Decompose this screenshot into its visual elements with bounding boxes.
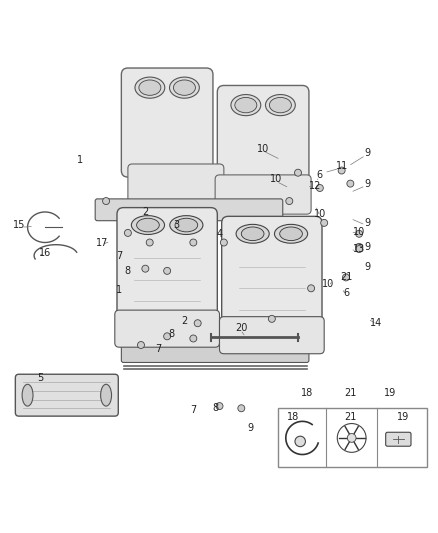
- Text: 11: 11: [335, 161, 347, 171]
- Ellipse shape: [131, 216, 164, 235]
- Bar: [278, 408, 426, 467]
- Ellipse shape: [138, 80, 160, 95]
- FancyBboxPatch shape: [95, 199, 282, 221]
- Ellipse shape: [134, 77, 164, 98]
- Circle shape: [102, 198, 110, 205]
- Text: 15: 15: [13, 220, 25, 230]
- Text: 10: 10: [352, 227, 364, 237]
- Ellipse shape: [274, 224, 307, 243]
- Text: 2: 2: [181, 316, 187, 326]
- Circle shape: [355, 246, 362, 253]
- FancyBboxPatch shape: [121, 68, 212, 177]
- Text: 6: 6: [316, 170, 322, 180]
- Text: 1: 1: [116, 286, 122, 295]
- Circle shape: [141, 265, 148, 272]
- FancyBboxPatch shape: [385, 432, 410, 446]
- FancyBboxPatch shape: [221, 216, 321, 334]
- Circle shape: [342, 274, 349, 281]
- Circle shape: [268, 316, 275, 322]
- Circle shape: [137, 342, 144, 349]
- Circle shape: [124, 229, 131, 237]
- Text: 2: 2: [142, 207, 148, 217]
- Text: 9: 9: [247, 423, 253, 433]
- Text: 16: 16: [39, 248, 51, 259]
- Ellipse shape: [22, 384, 33, 406]
- Circle shape: [194, 320, 201, 327]
- Ellipse shape: [169, 77, 199, 98]
- Text: 10: 10: [313, 209, 325, 219]
- Text: 8: 8: [124, 266, 131, 276]
- Circle shape: [215, 402, 223, 409]
- Circle shape: [163, 333, 170, 340]
- Ellipse shape: [279, 227, 302, 240]
- Text: 18: 18: [286, 412, 298, 422]
- Text: 9: 9: [364, 179, 370, 189]
- Text: 12: 12: [309, 181, 321, 191]
- Text: 4: 4: [216, 229, 222, 239]
- Circle shape: [285, 198, 292, 205]
- Text: 10: 10: [256, 144, 268, 154]
- Circle shape: [346, 180, 353, 187]
- Text: 9: 9: [364, 148, 370, 158]
- FancyBboxPatch shape: [219, 317, 323, 354]
- Text: 20: 20: [235, 322, 247, 333]
- Circle shape: [220, 239, 227, 246]
- Text: 8: 8: [212, 403, 218, 413]
- Ellipse shape: [241, 227, 263, 240]
- Text: 13: 13: [352, 244, 364, 254]
- Circle shape: [294, 169, 301, 176]
- Text: 21: 21: [343, 388, 356, 398]
- Circle shape: [146, 239, 153, 246]
- Text: 21: 21: [339, 272, 351, 282]
- Text: 9: 9: [364, 262, 370, 271]
- FancyBboxPatch shape: [117, 208, 217, 325]
- Circle shape: [294, 436, 305, 447]
- FancyBboxPatch shape: [115, 310, 219, 347]
- Text: 21: 21: [343, 412, 356, 422]
- Ellipse shape: [234, 98, 256, 113]
- Circle shape: [355, 230, 362, 237]
- Circle shape: [316, 184, 322, 191]
- Ellipse shape: [265, 94, 295, 116]
- Ellipse shape: [100, 384, 111, 406]
- Text: 3: 3: [173, 220, 179, 230]
- FancyBboxPatch shape: [127, 164, 223, 203]
- Ellipse shape: [236, 224, 268, 243]
- Ellipse shape: [173, 80, 195, 95]
- Text: 9: 9: [364, 218, 370, 228]
- Text: 9: 9: [364, 242, 370, 252]
- Text: 5: 5: [37, 373, 44, 383]
- FancyBboxPatch shape: [215, 175, 311, 214]
- Ellipse shape: [136, 218, 159, 232]
- Ellipse shape: [175, 218, 197, 232]
- Circle shape: [189, 335, 196, 342]
- FancyBboxPatch shape: [217, 85, 308, 195]
- Text: 14: 14: [370, 318, 382, 328]
- Text: 10: 10: [269, 174, 282, 184]
- Circle shape: [307, 285, 314, 292]
- FancyBboxPatch shape: [15, 374, 118, 416]
- Text: 10: 10: [321, 279, 334, 289]
- Text: 19: 19: [383, 388, 395, 398]
- Circle shape: [189, 239, 196, 246]
- Circle shape: [237, 405, 244, 412]
- Ellipse shape: [170, 216, 202, 235]
- Text: 1: 1: [77, 155, 83, 165]
- Text: 7: 7: [116, 251, 122, 261]
- Circle shape: [163, 268, 170, 274]
- Text: 7: 7: [155, 344, 161, 354]
- Text: 17: 17: [95, 238, 108, 247]
- Ellipse shape: [230, 94, 260, 116]
- Circle shape: [337, 167, 344, 174]
- Text: 7: 7: [190, 406, 196, 415]
- Circle shape: [355, 244, 362, 251]
- Circle shape: [320, 220, 327, 227]
- Text: 18: 18: [300, 388, 312, 398]
- Ellipse shape: [269, 98, 291, 113]
- Text: 8: 8: [168, 329, 174, 339]
- Text: 19: 19: [396, 412, 408, 422]
- Circle shape: [346, 433, 355, 442]
- Text: 6: 6: [342, 288, 348, 297]
- FancyBboxPatch shape: [121, 341, 308, 362]
